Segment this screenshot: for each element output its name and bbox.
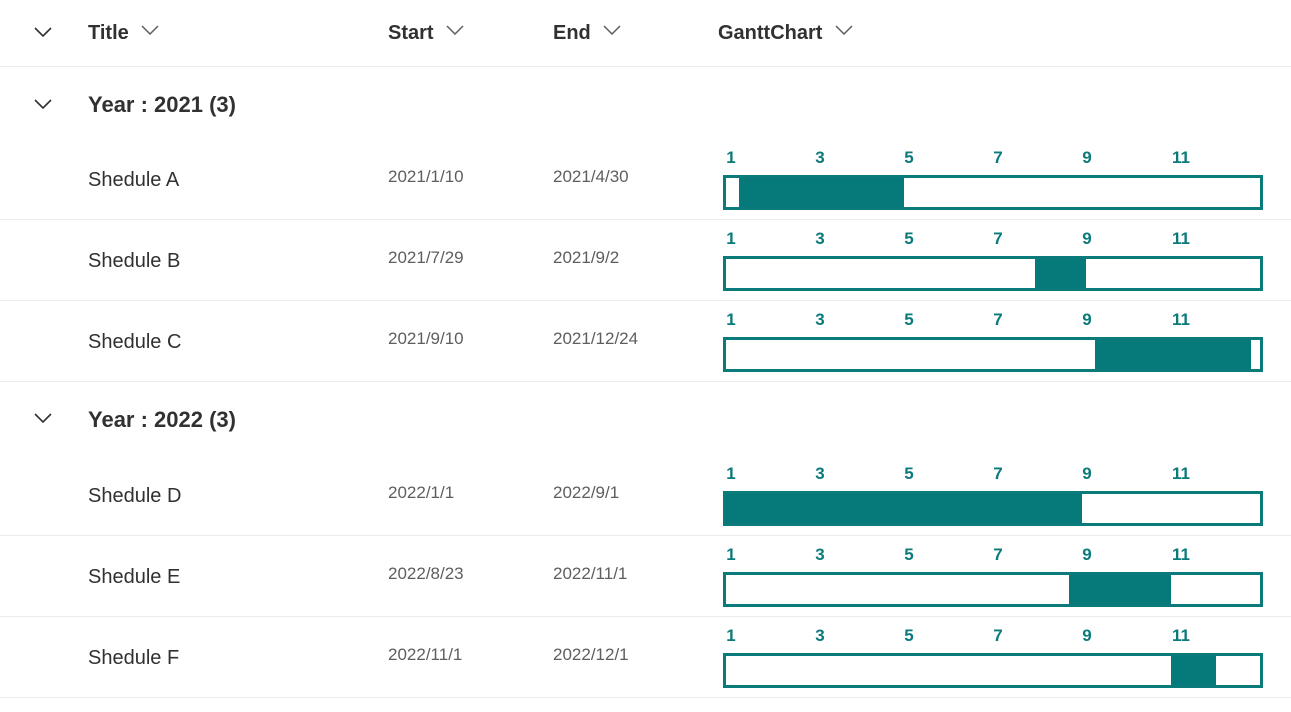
- group-header[interactable]: Year : 2021 (3): [0, 84, 1291, 136]
- gantt-month-tick: 7: [993, 229, 1003, 248]
- gantt-month-tick: 5: [904, 148, 914, 167]
- gantt-month-tick: 9: [1082, 310, 1092, 329]
- gantt-month-tick: 7: [993, 626, 1003, 645]
- gantt-month-tick: 11: [1172, 464, 1190, 483]
- row-title[interactable]: Shedule E: [88, 566, 181, 588]
- gantt-month-tick: 9: [1082, 626, 1092, 645]
- group-header[interactable]: Year : 2022 (3): [0, 400, 1291, 452]
- gantt-bar-fill: [1171, 656, 1216, 685]
- gantt-month-tick: 1: [726, 148, 736, 167]
- gantt-bar-track: [723, 256, 1263, 291]
- gantt-month-tick: 1: [726, 545, 736, 564]
- row-end-date: 2022/11/1: [553, 564, 628, 583]
- gantt-month-tick: 9: [1082, 545, 1092, 564]
- gantt-month-tick: 9: [1082, 148, 1092, 167]
- gantt-month-tick: 3: [815, 229, 825, 248]
- list-row[interactable]: Shedule A 2021/1/10 2021/4/30 1 3 5 7 9 11: [0, 139, 1291, 220]
- column-header-label: GanttChart: [718, 22, 823, 44]
- gantt-month-tick: 1: [726, 626, 736, 645]
- gantt-month-tick: 3: [815, 626, 825, 645]
- row-end-date: 2021/4/30: [553, 167, 629, 186]
- row-start-date: 2022/11/1: [388, 645, 463, 664]
- gantt-month-tick: 3: [815, 545, 825, 564]
- gantt-month-tick: 5: [904, 626, 914, 645]
- row-end-date: 2022/12/1: [553, 645, 629, 664]
- gantt-month-tick: 7: [993, 464, 1003, 483]
- group-collapse-chevron-icon[interactable]: [34, 98, 52, 110]
- row-title[interactable]: Shedule B: [88, 250, 181, 272]
- gantt-month-tick: 5: [904, 310, 914, 329]
- gantt-bar-fill: [739, 178, 904, 207]
- gantt-bar-track: [723, 653, 1263, 688]
- chevron-down-icon[interactable]: [446, 25, 464, 35]
- gantt-bar-fill: [1095, 340, 1252, 369]
- gantt-month-tick: 9: [1082, 464, 1092, 483]
- gantt-month-tick: 1: [726, 310, 736, 329]
- list-row[interactable]: Shedule E 2022/8/23 2022/11/1 1 3 5 7 9 11: [0, 536, 1291, 617]
- gantt-month-tick: 11: [1172, 545, 1190, 564]
- gantt-month-tick: 7: [993, 148, 1003, 167]
- row-end-date: 2021/12/24: [553, 329, 639, 348]
- gantt-bar-track: [723, 175, 1263, 210]
- row-end-date: 2021/9/2: [553, 248, 620, 267]
- row-title[interactable]: Shedule F: [88, 647, 180, 669]
- column-header-end[interactable]: End: [553, 22, 621, 45]
- row-start-date: 2021/1/10: [388, 167, 464, 186]
- row-start-date: 2022/8/23: [388, 564, 464, 583]
- gantt-month-tick: 11: [1172, 229, 1190, 248]
- gantt-bar-track: [723, 337, 1263, 372]
- list-header: Title Start End GanttChart: [0, 0, 1291, 67]
- row-start-date: 2022/1/1: [388, 483, 455, 502]
- chevron-down-icon[interactable]: [835, 25, 853, 35]
- gantt-month-tick: 1: [726, 464, 736, 483]
- group-title: Year : 2021 (3): [88, 92, 236, 117]
- list-row[interactable]: Shedule D 2022/1/1 2022/9/1 1 3 5 7 9 11: [0, 455, 1291, 536]
- row-title[interactable]: Shedule A: [88, 169, 180, 191]
- gantt-bar-fill: [726, 494, 1082, 523]
- chevron-down-icon[interactable]: [603, 25, 621, 35]
- gantt-month-tick: 9: [1082, 229, 1092, 248]
- gantt-month-tick: 5: [904, 229, 914, 248]
- gantt-month-tick: 11: [1172, 310, 1190, 329]
- gantt-bar-track: [723, 491, 1263, 526]
- column-header-label: End: [553, 22, 591, 44]
- column-header-label: Title: [88, 22, 129, 44]
- gantt-bar-track: [723, 572, 1263, 607]
- collapse-all-chevron-icon[interactable]: [34, 26, 52, 38]
- row-end-date: 2022/9/1: [553, 483, 620, 502]
- column-header-start[interactable]: Start: [388, 22, 464, 45]
- column-header-label: Start: [388, 22, 434, 44]
- group-collapse-chevron-icon[interactable]: [34, 412, 52, 424]
- gantt-month-tick: 3: [815, 464, 825, 483]
- list-row[interactable]: Shedule B 2021/7/29 2021/9/2 1 3 5 7 9 11: [0, 220, 1291, 301]
- gantt-month-tick: 11: [1172, 626, 1190, 645]
- gantt-month-tick: 1: [726, 229, 736, 248]
- row-title[interactable]: Shedule C: [88, 331, 182, 353]
- row-start-date: 2021/7/29: [388, 248, 464, 267]
- gantt-month-tick: 3: [815, 310, 825, 329]
- group-title: Year : 2022 (3): [88, 407, 236, 432]
- row-start-date: 2021/9/10: [388, 329, 464, 348]
- gantt-bar-fill: [1068, 575, 1171, 604]
- gantt-month-tick: 5: [904, 464, 914, 483]
- gantt-month-tick: 11: [1172, 148, 1190, 167]
- column-header-title[interactable]: Title: [88, 22, 159, 45]
- list-row[interactable]: Shedule C 2021/9/10 2021/12/24 1 3 5 7 9 11: [0, 301, 1291, 382]
- gantt-month-tick: 3: [815, 148, 825, 167]
- row-title[interactable]: Shedule D: [88, 485, 182, 507]
- chevron-down-icon[interactable]: [141, 25, 159, 35]
- column-header-ganttchart[interactable]: GanttChart: [718, 22, 853, 45]
- list-row[interactable]: Shedule F 2022/11/1 2022/12/1 1 3 5 7 9 11: [0, 617, 1291, 698]
- gantt-bar-fill: [1035, 259, 1087, 288]
- gantt-month-tick: 7: [993, 545, 1003, 564]
- gantt-month-tick: 7: [993, 310, 1003, 329]
- gantt-month-tick: 5: [904, 545, 914, 564]
